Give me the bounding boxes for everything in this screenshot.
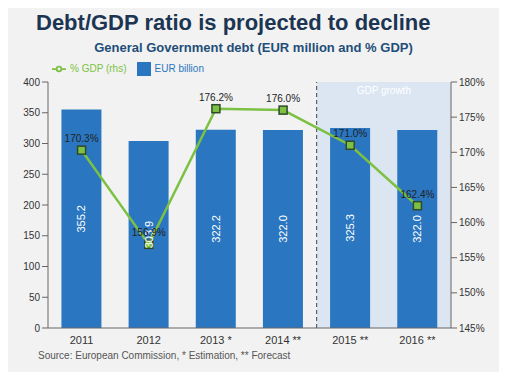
svg-text:303.9: 303.9 [142,220,155,249]
svg-text:2016 **: 2016 ** [399,334,436,346]
svg-text:155%: 155% [459,252,485,263]
svg-text:400: 400 [23,77,40,88]
svg-text:145%: 145% [459,323,485,334]
svg-text:2011: 2011 [70,334,94,346]
svg-text:322.0: 322.0 [277,215,289,243]
svg-text:100: 100 [23,261,40,272]
html-text:EUR billion: EUR billion [154,62,204,74]
html-text:Debt/GDP ratio is projected to: Debt/GDP ratio is projected to decline [36,10,431,35]
svg-text:325.3: 325.3 [344,214,356,242]
svg-text:160%: 160% [459,217,485,228]
svg-text:150%: 150% [459,287,485,298]
html-text:General Government debt (EUR m: General Government debt (EUR million and… [94,40,413,55]
svg-text:300: 300 [23,138,40,149]
svg-text:50: 50 [29,292,41,303]
svg-text:2015 **: 2015 ** [332,334,369,346]
html-text:Source: European Commission, *: Source: European Commission, * Estimatio… [38,350,291,361]
svg-text:171.0%: 171.0% [333,128,367,139]
svg-text:2014 **: 2014 ** [265,334,302,346]
svg-text:200: 200 [23,200,40,211]
svg-text:165%: 165% [459,182,485,193]
svg-text:170%: 170% [459,147,485,158]
svg-text:GDP growth: GDP growth [357,85,411,96]
svg-text:2012: 2012 [137,334,161,346]
svg-text:322.2: 322.2 [210,215,222,243]
svg-text:355.2: 355.2 [75,205,87,233]
svg-text:162.4%: 162.4% [400,189,434,200]
svg-text:250: 250 [23,169,40,180]
svg-text:150: 150 [23,230,40,241]
svg-text:0: 0 [34,323,40,334]
svg-text:170.3%: 170.3% [65,133,99,144]
svg-text:156.9%: 156.9% [132,227,166,238]
svg-text:175%: 175% [459,112,485,123]
svg-text:2013 *: 2013 * [200,334,233,346]
svg-text:180%: 180% [459,77,485,88]
html-text:% GDP (rhs): % GDP (rhs) [70,62,127,74]
svg-text:350: 350 [23,107,40,118]
svg-text:176.0%: 176.0% [266,93,300,104]
svg-text:176.2%: 176.2% [199,92,233,103]
svg-text:322.0: 322.0 [411,215,423,243]
